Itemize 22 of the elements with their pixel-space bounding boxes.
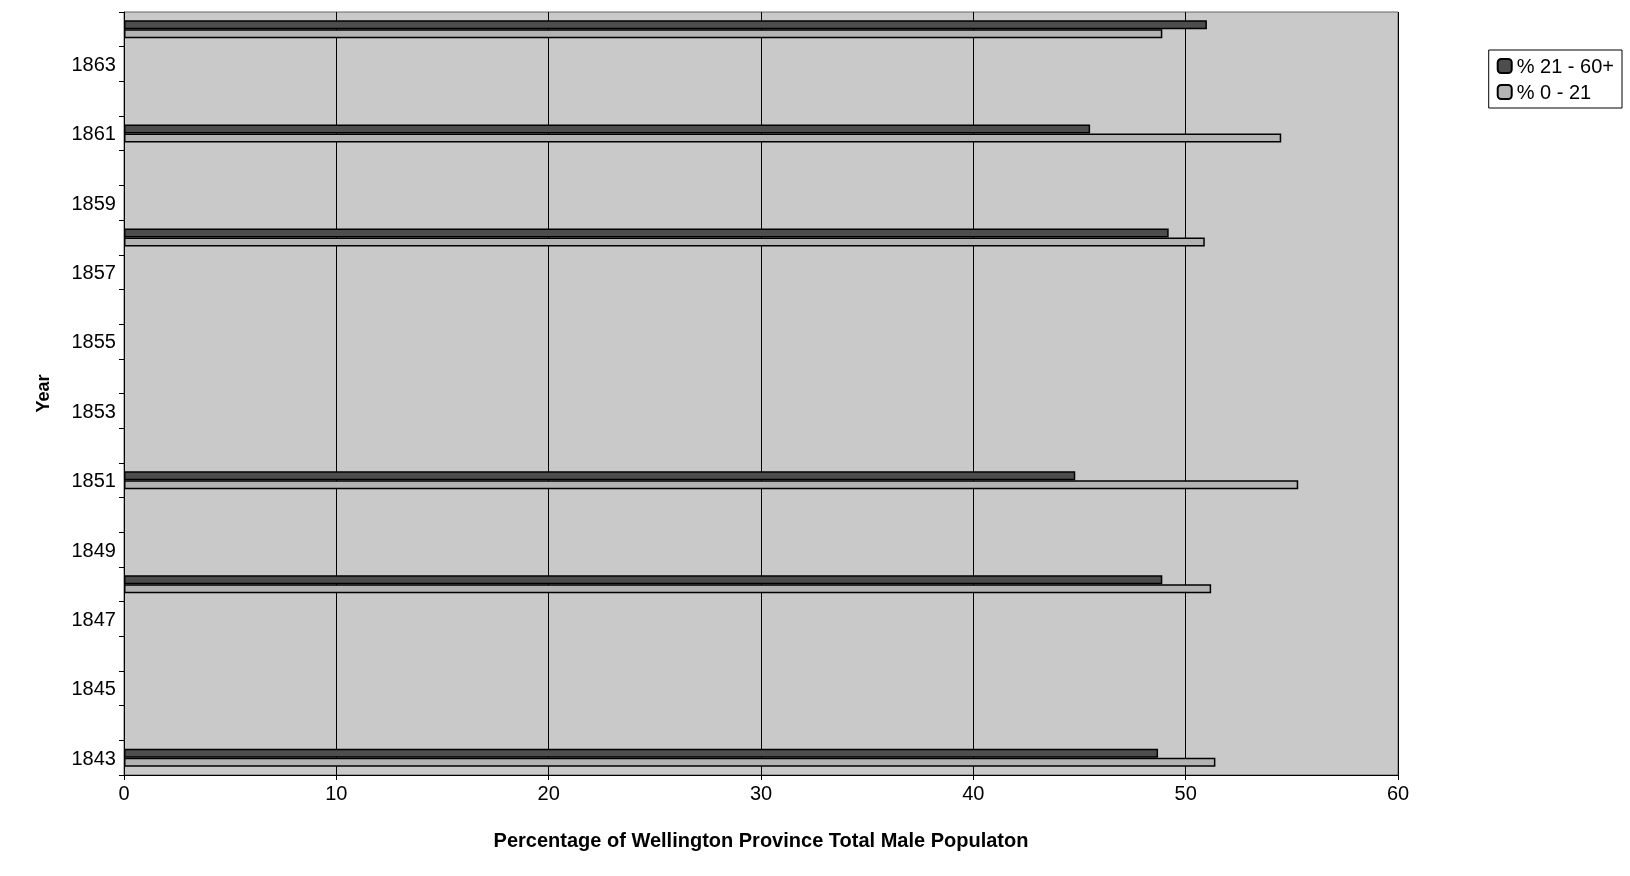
y-tick-label: 1847 xyxy=(71,607,116,630)
x-tick-label: 0 xyxy=(118,782,130,804)
legend-label: % 0 - 21 xyxy=(1516,81,1592,103)
x-axis-title: Percentage of Wellington Province Total Male Populaton xyxy=(493,829,1029,851)
y-tick-label: 1863 xyxy=(71,53,116,76)
y-axis-title: Year xyxy=(33,374,53,413)
x-tick-label: 50 xyxy=(1174,782,1197,804)
x-tick-label: 10 xyxy=(325,782,348,804)
y-tick-label: 1853 xyxy=(71,399,116,422)
x-tick-label: 20 xyxy=(537,782,560,804)
y-tick-label: 1849 xyxy=(71,538,116,561)
y-tick-label: 1843 xyxy=(71,746,116,769)
y-tick-label: 1851 xyxy=(71,469,116,492)
y-tick-label: 1859 xyxy=(71,191,116,214)
x-tick-label: 60 xyxy=(1386,782,1410,804)
y-tick-label: 1855 xyxy=(71,330,116,353)
legend-label: % 21 - 60+ xyxy=(1516,55,1615,77)
x-tick-label: 40 xyxy=(962,782,985,804)
y-tick-label: 1857 xyxy=(71,261,116,284)
y-tick-label: 1861 xyxy=(71,122,116,145)
x-tick-label: 30 xyxy=(749,782,773,804)
y-tick-label: 1845 xyxy=(71,677,116,700)
